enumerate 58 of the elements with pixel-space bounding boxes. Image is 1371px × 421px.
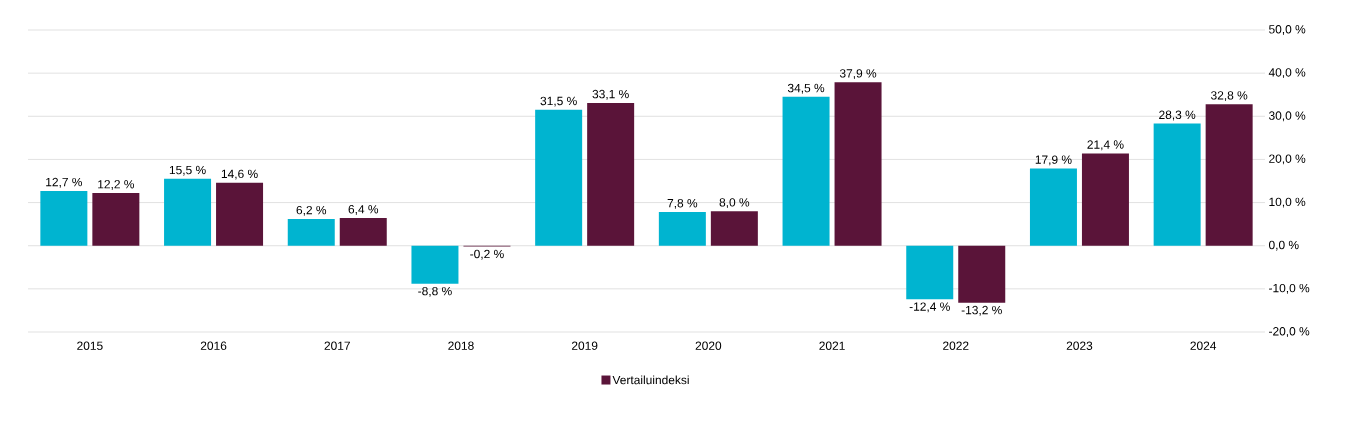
y-tick-label: 50,0 %: [1269, 25, 1306, 35]
x-tick-label: 2022: [943, 341, 969, 350]
y-tick-label: 0,0 %: [1268, 240, 1299, 251]
data-label: 32,8 %: [1210, 91, 1248, 102]
y-tick-label: 30,0 %: [1268, 111, 1306, 122]
data-label: 12,2 %: [98, 180, 135, 190]
bar: [216, 182, 264, 246]
data-label: -8,8 %: [418, 286, 452, 297]
legend-label: Vertailuindeksi: [612, 375, 689, 385]
bar: [1205, 104, 1253, 246]
y-tick-label: -20,0 %: [1269, 327, 1310, 337]
x-tick-label: 2023: [1066, 341, 1093, 350]
y-tick-label: 10,0 %: [1269, 197, 1306, 208]
data-label: -12,4 %: [909, 302, 950, 313]
data-label: -0,2 %: [470, 249, 504, 260]
bar: [164, 178, 212, 246]
data-label: 33,1 %: [592, 89, 629, 100]
bar: [710, 211, 758, 246]
y-tick-label: 20,0 %: [1269, 154, 1306, 165]
x-tick-label: 2018: [448, 341, 474, 350]
data-label: 15,5 %: [169, 165, 206, 176]
x-tick-label: 2016: [200, 341, 227, 350]
data-label: 17,9 %: [1035, 155, 1072, 166]
bar: [1153, 123, 1201, 246]
bar: [587, 102, 635, 246]
data-label: 14,6 %: [221, 169, 258, 180]
bar: [906, 245, 954, 300]
bar: [411, 245, 459, 284]
bar: [40, 190, 88, 246]
y-tick-label: 40,0 %: [1268, 68, 1306, 79]
bar: [958, 245, 1006, 303]
y-tick-label: -10,0 %: [1269, 283, 1310, 294]
bar: [782, 96, 830, 246]
data-label: 6,4 %: [348, 205, 379, 215]
x-tick-label: 2021: [819, 341, 845, 350]
x-tick-label: 2017: [324, 341, 350, 350]
data-label: 6,2 %: [296, 205, 327, 216]
data-label: 31,5 %: [540, 96, 577, 107]
x-tick-label: 2024: [1190, 341, 1217, 350]
data-label: 21,4 %: [1087, 140, 1124, 151]
bar: [92, 193, 140, 246]
x-tick-label: 2019: [571, 341, 598, 350]
x-tick-label: 2015: [77, 341, 103, 350]
data-label: 7,8 %: [667, 198, 698, 209]
data-label: 34,5 %: [787, 83, 825, 94]
data-label: 12,7 %: [46, 177, 83, 188]
bar: [287, 218, 335, 246]
bar: [1081, 153, 1129, 246]
bar: [658, 212, 706, 246]
data-label: 37,9 %: [839, 69, 877, 79]
data-label: 28,3 %: [1159, 110, 1196, 121]
data-label: -13,2 %: [961, 305, 1002, 316]
bar: [339, 218, 387, 246]
bar: [535, 109, 583, 246]
data-label: 8,0 %: [719, 198, 750, 208]
bar: [1029, 168, 1077, 246]
bar: [834, 82, 882, 246]
x-tick-label: 2020: [695, 341, 722, 350]
